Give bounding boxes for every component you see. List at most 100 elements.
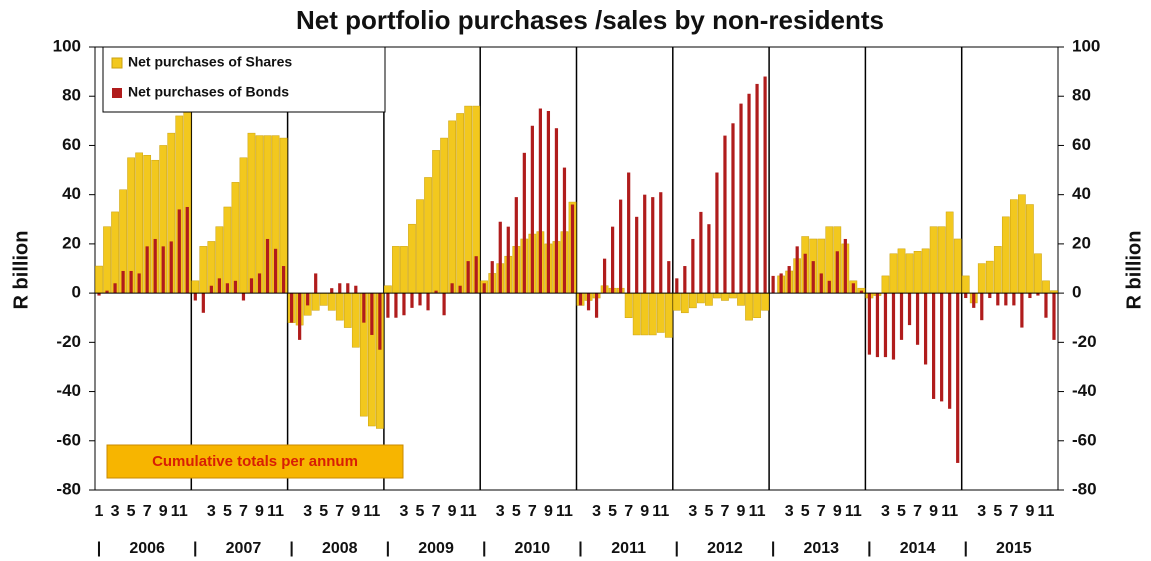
bar bbox=[239, 157, 248, 294]
x-tick-label: 5 bbox=[512, 503, 521, 520]
bar bbox=[343, 292, 352, 328]
x-tick-label: 11 bbox=[460, 503, 477, 520]
bar bbox=[787, 266, 791, 294]
x-tick-label: 3 bbox=[688, 503, 697, 520]
bar bbox=[450, 283, 454, 294]
bar bbox=[400, 246, 408, 294]
y2-tick-label: 100 bbox=[1072, 36, 1100, 55]
year-separator: | bbox=[482, 540, 486, 557]
x-tick-label: 7 bbox=[913, 503, 922, 520]
bar bbox=[932, 293, 936, 399]
bar bbox=[410, 293, 414, 308]
bar bbox=[956, 293, 960, 463]
bar bbox=[619, 199, 623, 294]
y-label: R billion bbox=[10, 231, 32, 310]
bar bbox=[135, 152, 143, 294]
bar bbox=[747, 93, 751, 294]
bar bbox=[1036, 293, 1040, 296]
bar bbox=[448, 120, 456, 294]
x-tick-label: 11 bbox=[749, 503, 766, 520]
bar bbox=[643, 194, 647, 294]
x-tick-label: 9 bbox=[737, 503, 746, 520]
bar bbox=[889, 253, 898, 294]
bar bbox=[306, 293, 310, 306]
bar bbox=[980, 293, 984, 321]
bar bbox=[392, 246, 400, 294]
bar bbox=[103, 226, 111, 294]
y-tick-label: -40 bbox=[56, 381, 81, 400]
year-separator: | bbox=[578, 540, 582, 557]
bar bbox=[977, 263, 986, 294]
bar bbox=[185, 206, 189, 294]
legend-box bbox=[102, 46, 386, 113]
x-tick-label: 7 bbox=[817, 503, 826, 520]
bar bbox=[506, 226, 510, 294]
bar bbox=[554, 128, 559, 294]
bar bbox=[729, 292, 737, 299]
bar bbox=[426, 293, 430, 311]
x-tick-label: 5 bbox=[127, 503, 136, 520]
bar bbox=[432, 150, 440, 294]
x-tick-label: 11 bbox=[845, 503, 862, 520]
bar bbox=[897, 248, 906, 294]
x-tick-label: 5 bbox=[993, 503, 1002, 520]
bar bbox=[111, 211, 119, 294]
bar bbox=[442, 293, 446, 316]
bar bbox=[1034, 253, 1042, 294]
bar bbox=[691, 238, 695, 294]
bar bbox=[249, 278, 254, 294]
bar bbox=[386, 293, 390, 318]
year-label: 2008 bbox=[322, 540, 358, 557]
y2-tick-label: -80 bbox=[1072, 479, 1097, 498]
bar bbox=[578, 293, 583, 306]
y-tick-label: -60 bbox=[56, 430, 81, 449]
bar bbox=[761, 292, 769, 311]
x-tick-label: 9 bbox=[544, 503, 553, 520]
bar bbox=[570, 204, 575, 294]
year-label: 2015 bbox=[996, 540, 1032, 557]
x-tick-label: 11 bbox=[267, 503, 284, 520]
bar bbox=[763, 76, 767, 294]
year-separator: | bbox=[771, 540, 775, 557]
bar bbox=[937, 226, 946, 294]
bar bbox=[145, 246, 149, 294]
bar bbox=[755, 83, 759, 294]
bar bbox=[640, 292, 649, 336]
bar bbox=[907, 293, 912, 326]
legend-label: Net purchases of Bonds bbox=[128, 84, 289, 100]
bar bbox=[113, 283, 117, 294]
bar bbox=[624, 292, 633, 318]
bar bbox=[745, 292, 753, 321]
bar bbox=[699, 211, 703, 294]
x-tick-label: 9 bbox=[351, 503, 360, 520]
bar bbox=[562, 167, 567, 294]
bar bbox=[715, 172, 719, 294]
y-tick-label: -20 bbox=[56, 332, 81, 351]
x-tick-label: 7 bbox=[1009, 503, 1018, 520]
x-tick-label: 5 bbox=[223, 503, 232, 520]
legend-swatch bbox=[111, 57, 123, 69]
x-tick-label: 5 bbox=[319, 503, 328, 520]
year-label: 2011 bbox=[611, 540, 646, 557]
bar bbox=[362, 293, 366, 323]
year-label: 2012 bbox=[707, 540, 743, 557]
bar bbox=[697, 292, 705, 304]
bar bbox=[923, 293, 928, 365]
bar bbox=[913, 251, 922, 294]
year-label: 2007 bbox=[226, 540, 262, 557]
bar bbox=[915, 293, 920, 345]
bar bbox=[859, 290, 863, 294]
x-tick-label: 11 bbox=[171, 503, 188, 520]
bar bbox=[1042, 280, 1050, 294]
bar bbox=[193, 293, 197, 301]
x-tick-label: 3 bbox=[881, 503, 890, 520]
bar bbox=[418, 293, 422, 306]
bar bbox=[290, 293, 294, 323]
bar bbox=[247, 132, 256, 294]
bar bbox=[456, 113, 464, 294]
bar bbox=[731, 123, 735, 294]
y2-tick-label: -60 bbox=[1072, 430, 1097, 449]
x-tick-label: 5 bbox=[416, 503, 425, 520]
year-label: 2013 bbox=[803, 540, 839, 557]
bar bbox=[231, 182, 240, 294]
